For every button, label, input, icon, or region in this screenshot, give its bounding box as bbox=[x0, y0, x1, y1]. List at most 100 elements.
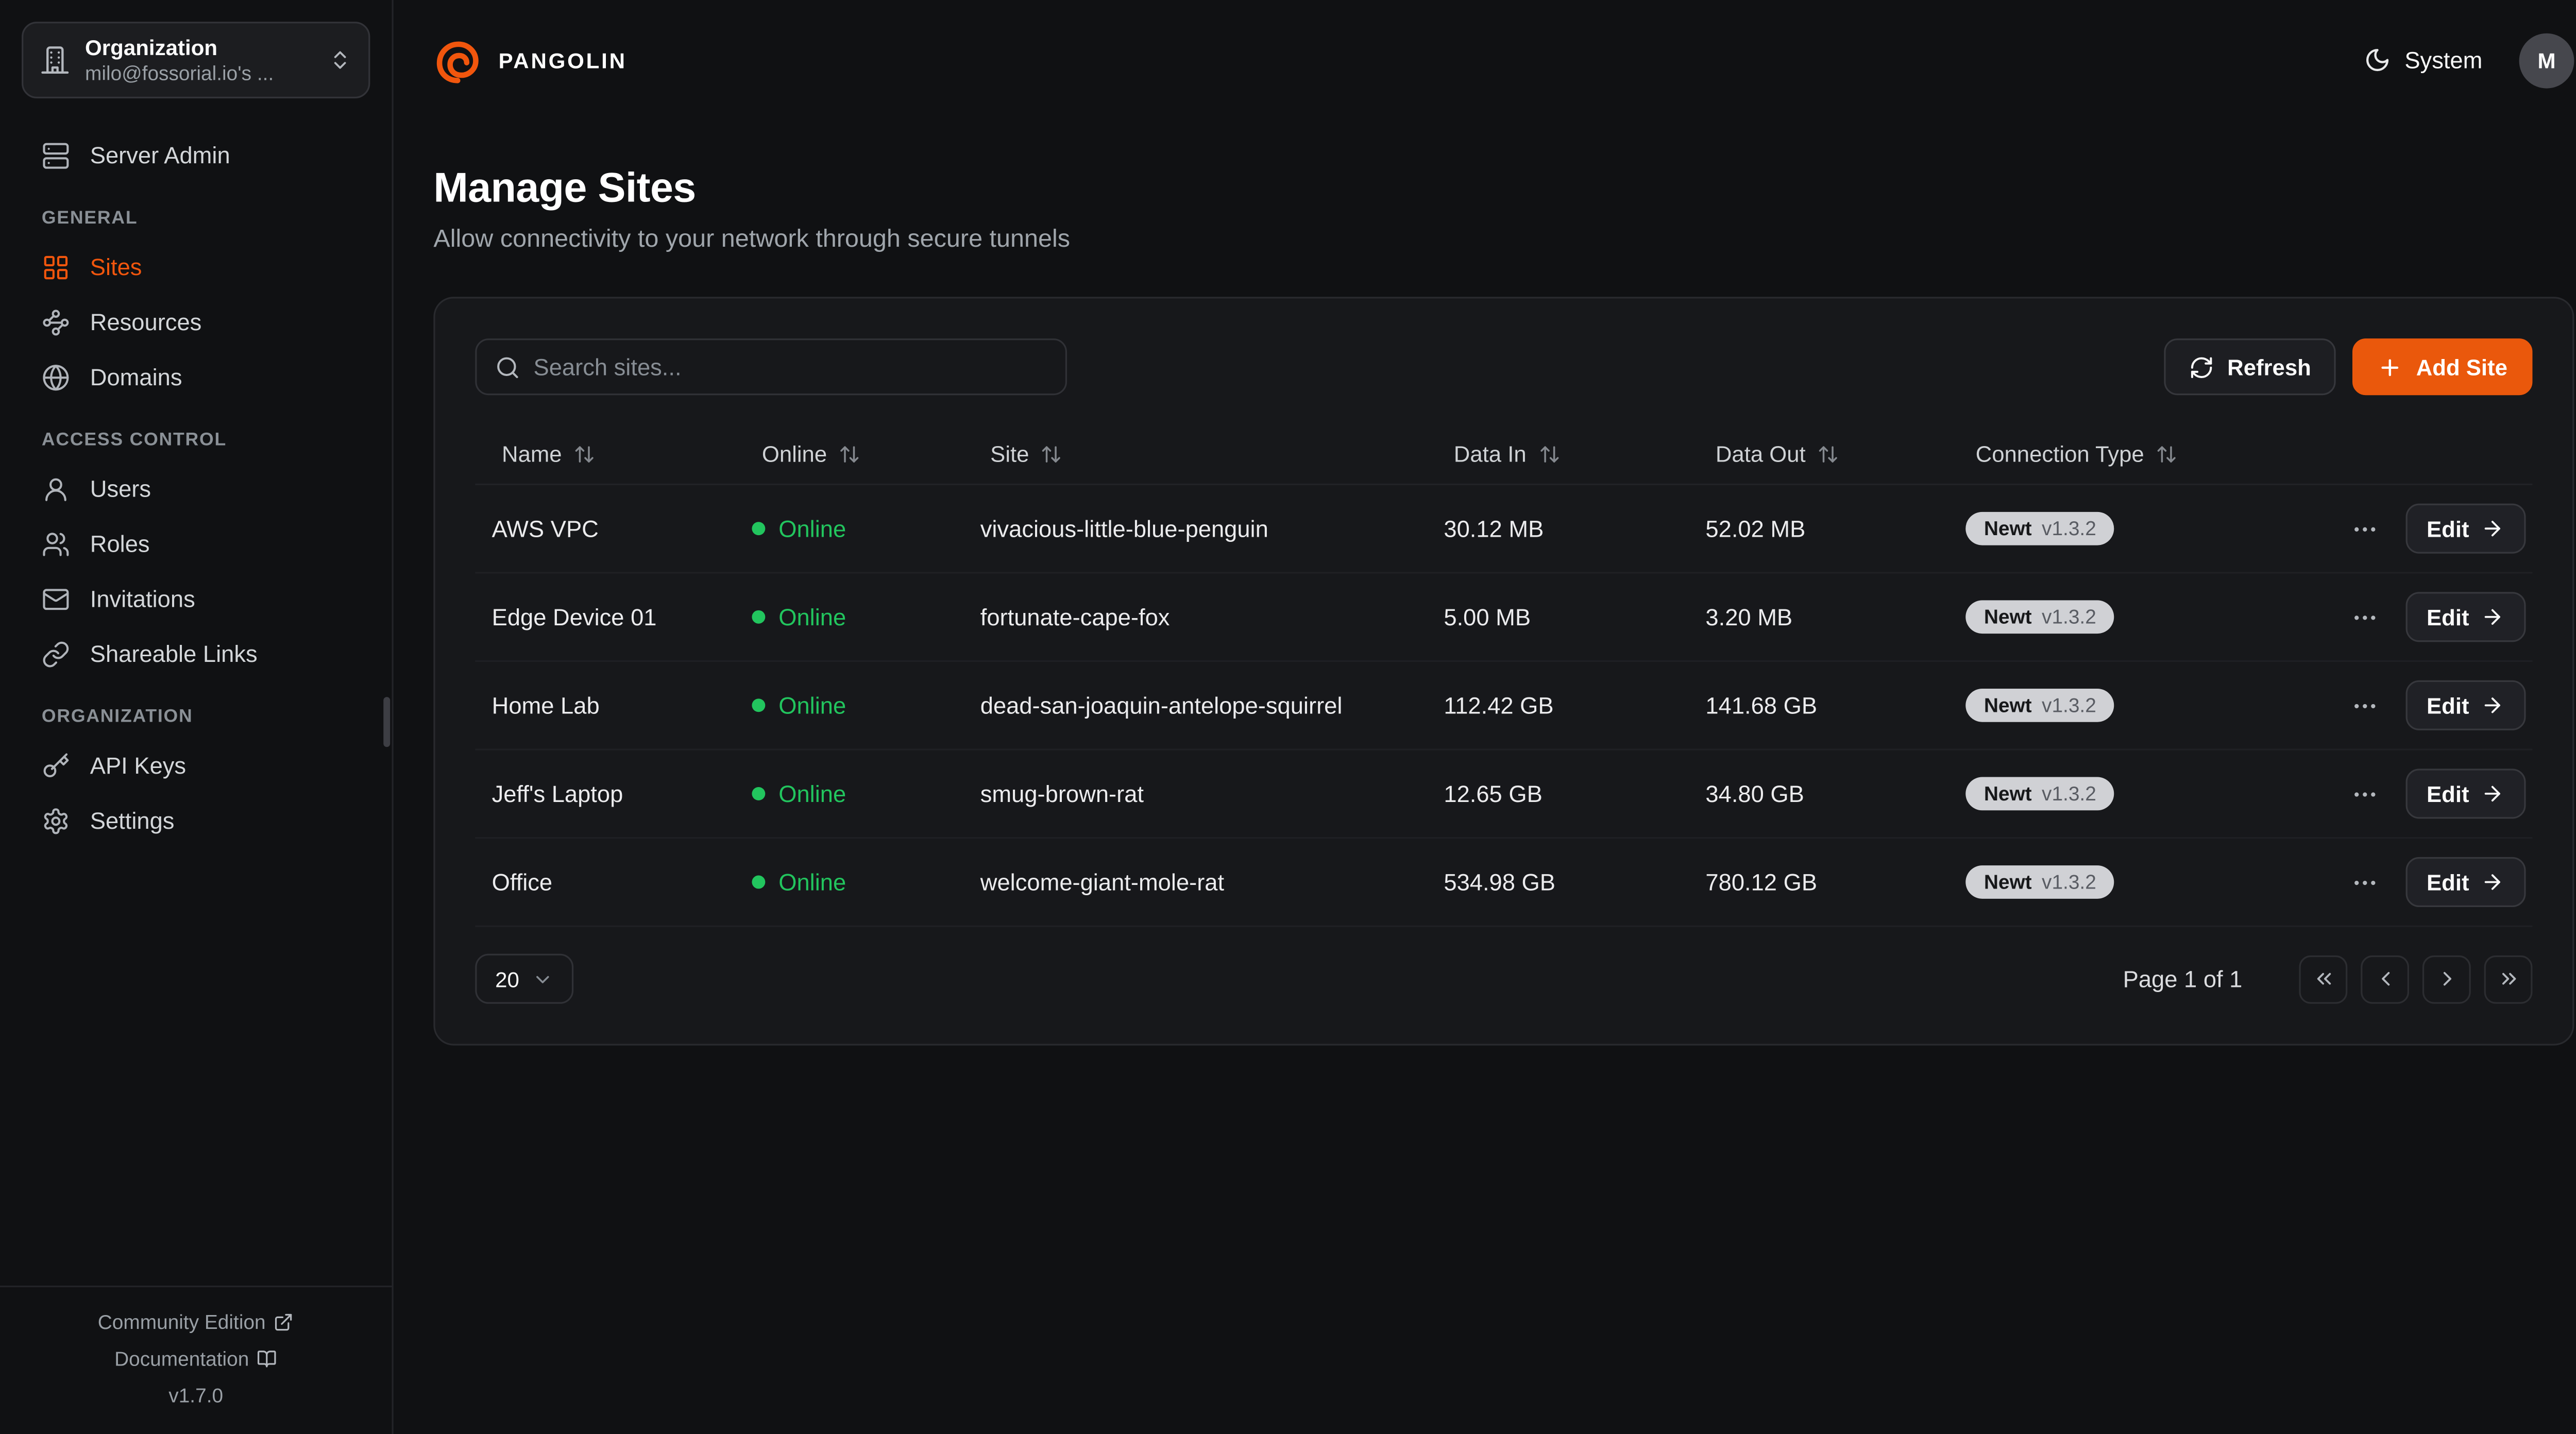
site-connection-cell: Newt v1.3.2 bbox=[1949, 511, 2332, 545]
topbar: PANGOLIN System M bbox=[394, 0, 2576, 120]
edit-button[interactable]: Edit bbox=[2404, 592, 2526, 642]
sidebar-nav: Server Admin GENERAL Sites Resources Dom bbox=[0, 120, 392, 1286]
column-header-site[interactable]: Site bbox=[963, 442, 1427, 467]
online-dot-icon bbox=[752, 787, 766, 800]
site-online-status: Online bbox=[735, 604, 963, 630]
column-header-name[interactable]: Name bbox=[475, 442, 735, 467]
avatar[interactable]: M bbox=[2519, 32, 2574, 88]
theme-selector[interactable]: System bbox=[2365, 47, 2482, 73]
sidebar-item-invitations[interactable]: Invitations bbox=[22, 574, 370, 624]
connection-type-badge: Newt v1.3.2 bbox=[1965, 865, 2115, 899]
page-title: Manage Sites bbox=[433, 165, 696, 212]
next-page-button[interactable] bbox=[2422, 954, 2471, 1003]
org-picker[interactable]: Organization milo@fossorial.io's ... bbox=[22, 22, 370, 98]
sites-toolbar: Refresh Add Site bbox=[475, 338, 2533, 396]
server-icon bbox=[42, 141, 70, 169]
documentation-link[interactable]: Documentation bbox=[13, 1341, 379, 1377]
row-more-actions-button[interactable] bbox=[2349, 593, 2382, 640]
brand[interactable]: PANGOLIN bbox=[433, 36, 626, 84]
table-footer: 20 Page 1 of 1 bbox=[475, 953, 2533, 1004]
site-slug: fortunate-cape-fox bbox=[980, 603, 1170, 630]
column-header-data-out[interactable]: Data Out bbox=[1689, 442, 1949, 467]
arrow-right-icon bbox=[2481, 782, 2504, 805]
page-info: Page 1 of 1 bbox=[2123, 965, 2243, 993]
sidebar-item-api-keys[interactable]: API Keys bbox=[22, 740, 370, 790]
sidebar-item-label: Domains bbox=[90, 363, 182, 390]
users-icon bbox=[42, 530, 70, 558]
topbar-right: System M bbox=[2365, 32, 2574, 88]
online-label: Online bbox=[778, 780, 846, 807]
building-icon bbox=[40, 45, 70, 75]
sidebar-item-shareable-links[interactable]: Shareable Links bbox=[22, 628, 370, 678]
site-name: Jeff's Laptop bbox=[492, 780, 623, 807]
brand-name: PANGOLIN bbox=[498, 47, 627, 73]
sidebar-item-server-admin[interactable]: Server Admin bbox=[22, 130, 370, 180]
globe-icon bbox=[42, 363, 70, 391]
connection-type-badge: Newt v1.3.2 bbox=[1965, 511, 2115, 545]
sidebar-item-roles[interactable]: Roles bbox=[22, 519, 370, 569]
first-page-button[interactable] bbox=[2299, 954, 2348, 1003]
row-actions-cell: Edit bbox=[2332, 503, 2532, 554]
page-content: Manage Sites Allow connectivity to your … bbox=[394, 120, 2576, 1085]
sort-icon bbox=[839, 443, 860, 465]
arrow-right-icon bbox=[2481, 517, 2504, 540]
edit-button[interactable]: Edit bbox=[2404, 503, 2526, 554]
edit-label: Edit bbox=[2426, 781, 2469, 807]
refresh-label: Refresh bbox=[2227, 354, 2311, 380]
connection-version: v1.3.2 bbox=[2042, 870, 2096, 894]
row-actions-cell: Edit bbox=[2332, 680, 2532, 730]
site-slug: vivacious-little-blue-penguin bbox=[980, 515, 1268, 542]
site-data-in: 5.00 MB bbox=[1444, 603, 1531, 630]
row-more-actions-button[interactable] bbox=[2349, 771, 2382, 817]
column-header-connection-type[interactable]: Connection Type bbox=[1949, 442, 2332, 467]
sidebar-item-sites[interactable]: Sites bbox=[22, 242, 370, 292]
edit-button[interactable]: Edit bbox=[2404, 769, 2526, 819]
column-header-online[interactable]: Online bbox=[735, 442, 963, 467]
org-picker-subtitle: milo@fossorial.io's ... bbox=[85, 61, 274, 84]
connection-name: Newt bbox=[1984, 782, 2032, 806]
sites-card: Refresh Add Site Name bbox=[433, 297, 2574, 1046]
table-row: Jeff's Laptop Online smug-brown-rat 12.6… bbox=[475, 750, 2533, 839]
sidebar-item-label: Users bbox=[90, 475, 151, 502]
page-size-select[interactable]: 20 bbox=[475, 953, 574, 1004]
row-more-actions-button[interactable] bbox=[2349, 505, 2382, 552]
edit-button[interactable]: Edit bbox=[2404, 680, 2526, 730]
add-site-label: Add Site bbox=[2416, 354, 2507, 380]
ellipsis-icon bbox=[2351, 603, 2380, 631]
sidebar-item-settings[interactable]: Settings bbox=[22, 795, 370, 845]
sidebar-item-resources[interactable]: Resources bbox=[22, 297, 370, 347]
arrow-right-icon bbox=[2481, 605, 2504, 628]
community-edition-label: Community Edition bbox=[97, 1310, 266, 1334]
search-input[interactable] bbox=[533, 353, 1047, 381]
sidebar-item-users[interactable]: Users bbox=[22, 464, 370, 514]
add-site-button[interactable]: Add Site bbox=[2352, 338, 2533, 396]
row-actions-cell: Edit bbox=[2332, 769, 2532, 819]
page-subtitle: Allow connectivity to your network throu… bbox=[433, 225, 1071, 254]
edit-label: Edit bbox=[2426, 693, 2469, 718]
online-dot-icon bbox=[752, 698, 766, 712]
sidebar-item-label: Invitations bbox=[90, 585, 195, 612]
documentation-label: Documentation bbox=[114, 1347, 249, 1371]
site-connection-cell: Newt v1.3.2 bbox=[1949, 600, 2332, 634]
community-edition-link[interactable]: Community Edition bbox=[13, 1304, 379, 1340]
external-link-icon bbox=[274, 1312, 294, 1333]
previous-page-button[interactable] bbox=[2361, 954, 2410, 1003]
site-connection-cell: Newt v1.3.2 bbox=[1949, 688, 2332, 722]
online-dot-icon bbox=[752, 610, 766, 624]
site-name: Home Lab bbox=[492, 692, 600, 719]
row-more-actions-button[interactable] bbox=[2349, 682, 2382, 729]
site-connection-cell: Newt v1.3.2 bbox=[1949, 865, 2332, 899]
column-header-data-in[interactable]: Data In bbox=[1427, 442, 1689, 467]
refresh-button[interactable]: Refresh bbox=[2164, 338, 2336, 396]
sidebar-item-domains[interactable]: Domains bbox=[22, 352, 370, 402]
last-page-button[interactable] bbox=[2484, 954, 2533, 1003]
sidebar-scrollbar-thumb[interactable] bbox=[383, 697, 391, 747]
mail-icon bbox=[42, 585, 70, 613]
table-header: Name Online Site Data In bbox=[475, 425, 2533, 486]
sort-icon bbox=[1041, 443, 1062, 465]
edit-button[interactable]: Edit bbox=[2404, 857, 2526, 908]
connection-name: Newt bbox=[1984, 517, 2032, 540]
site-data-out: 141.68 GB bbox=[1705, 692, 1818, 719]
table-row: Office Online welcome-giant-mole-rat 534… bbox=[475, 839, 2533, 927]
row-more-actions-button[interactable] bbox=[2349, 859, 2382, 906]
